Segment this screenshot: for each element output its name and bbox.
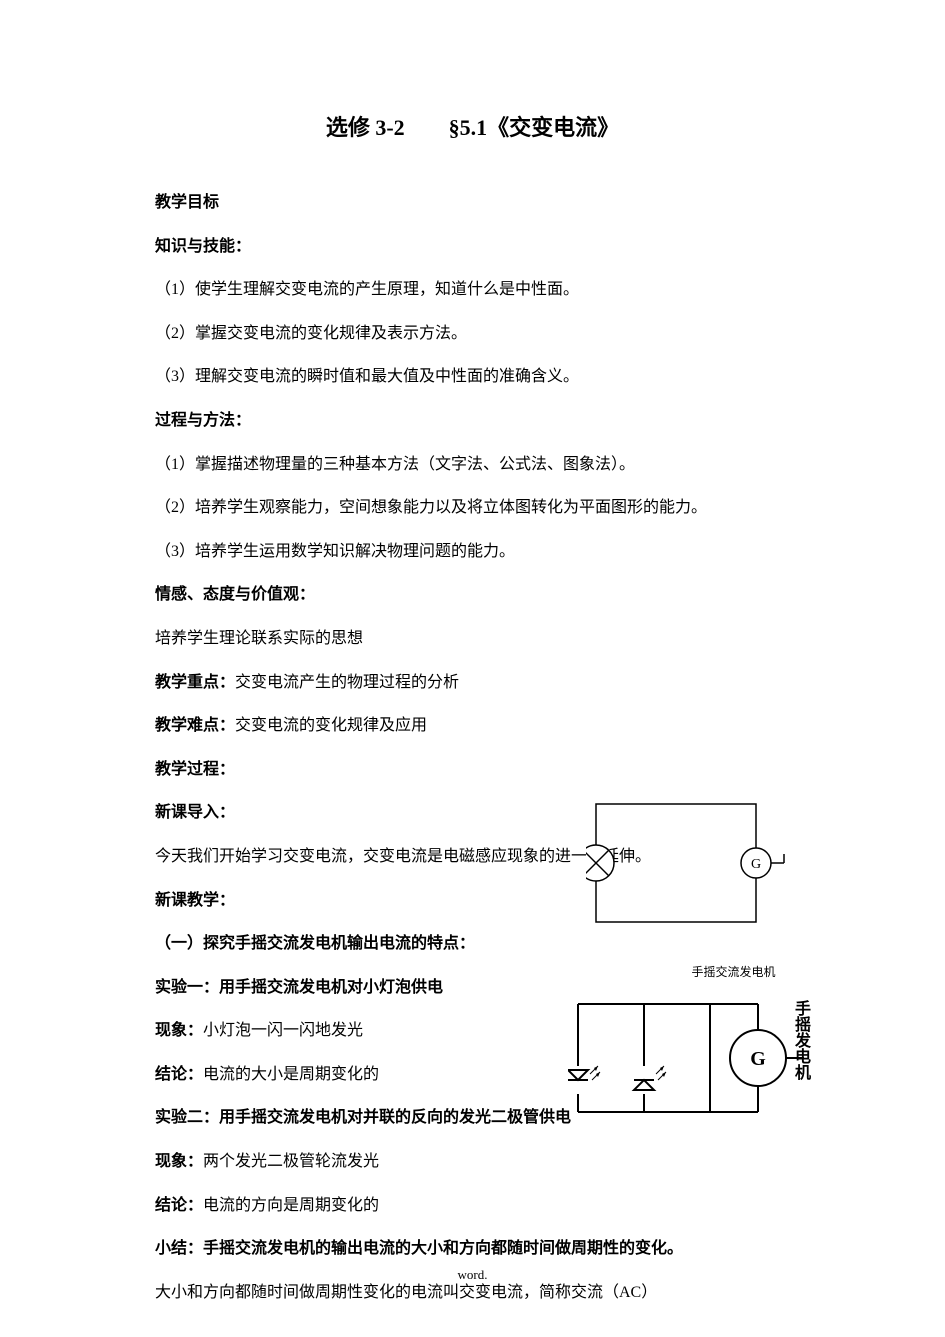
- circuit-diagram-bulb: G 手摇交流发电机: [586, 796, 791, 980]
- phenomenon-2-line: 现象：两个发光二极管轮流发光: [155, 1149, 790, 1175]
- heading-process: 过程与方法：: [155, 408, 790, 434]
- phenomenon-label-1: 现象：: [155, 1022, 203, 1039]
- process-item-2: （2）培养学生观察能力，空间想象能力以及将立体图转化为平面图形的能力。: [155, 495, 790, 521]
- knowledge-item-1: （1）使学生理解交变电流的产生原理，知道什么是中性面。: [155, 277, 790, 303]
- summary-text: 手摇交流发电机的输出电流的大小和方向都随时间做周期性的变化。: [203, 1240, 683, 1257]
- conclusion-label-1: 结论：: [155, 1066, 203, 1083]
- heading-goals: 教学目标: [155, 190, 790, 216]
- process-item-1: （1）掌握描述物理量的三种基本方法（文字法、公式法、图象法）。: [155, 452, 790, 478]
- difficult-line: 教学难点：交变电流的变化规律及应用: [155, 713, 790, 739]
- phenomenon-label-2: 现象：: [155, 1153, 203, 1170]
- phenomenon-1-text: 小灯泡一闪一闪地发光: [203, 1022, 363, 1039]
- conclusion-2-text: 电流的方向是周期变化的: [203, 1197, 379, 1214]
- page-title: 选修 3-2 §5.1《交变电流》: [155, 110, 790, 142]
- diagram-1-caption: 手摇交流发电机: [676, 963, 791, 980]
- knowledge-item-3: （3）理解交变电流的瞬时值和最大值及中性面的准确含义。: [155, 364, 790, 390]
- page-footer: word.: [0, 1267, 945, 1283]
- heading-attitude: 情感、态度与价值观：: [155, 582, 790, 608]
- knowledge-item-2: （2）掌握交变电流的变化规律及表示方法。: [155, 321, 790, 347]
- difficult-text: 交变电流的变化规律及应用: [235, 717, 427, 734]
- circuit-svg-2: G: [568, 990, 808, 1140]
- circuit-diagram-led: G 手摇发电机: [568, 990, 808, 1140]
- svg-text:G: G: [751, 857, 761, 872]
- focus-label: 教学重点：: [155, 674, 235, 691]
- summary-line-2: 大小和方向都随时间做周期性变化的电流叫交变电流，简称交流（AC）: [155, 1280, 790, 1306]
- heading-knowledge: 知识与技能：: [155, 234, 790, 260]
- focus-line: 教学重点：交变电流产生的物理过程的分析: [155, 670, 790, 696]
- summary-label: 小结：: [155, 1240, 203, 1257]
- circuit-svg-1: G: [586, 796, 791, 956]
- summary-line-1: 小结：手摇交流发电机的输出电流的大小和方向都随时间做周期性的变化。: [155, 1236, 790, 1262]
- heading-procedure: 教学过程：: [155, 757, 790, 783]
- attitude-text: 培养学生理论联系实际的思想: [155, 626, 790, 652]
- focus-text: 交变电流产生的物理过程的分析: [235, 674, 459, 691]
- phenomenon-2-text: 两个发光二极管轮流发光: [203, 1153, 379, 1170]
- conclusion-2-line: 结论：电流的方向是周期变化的: [155, 1193, 790, 1219]
- diagram-2-label: 手摇发电机: [791, 1000, 810, 1080]
- process-item-3: （3）培养学生运用数学知识解决物理问题的能力。: [155, 539, 790, 565]
- svg-text:G: G: [750, 1048, 766, 1070]
- difficult-label: 教学难点：: [155, 717, 235, 734]
- conclusion-1-text: 电流的大小是周期变化的: [203, 1066, 379, 1083]
- conclusion-label-2: 结论：: [155, 1197, 203, 1214]
